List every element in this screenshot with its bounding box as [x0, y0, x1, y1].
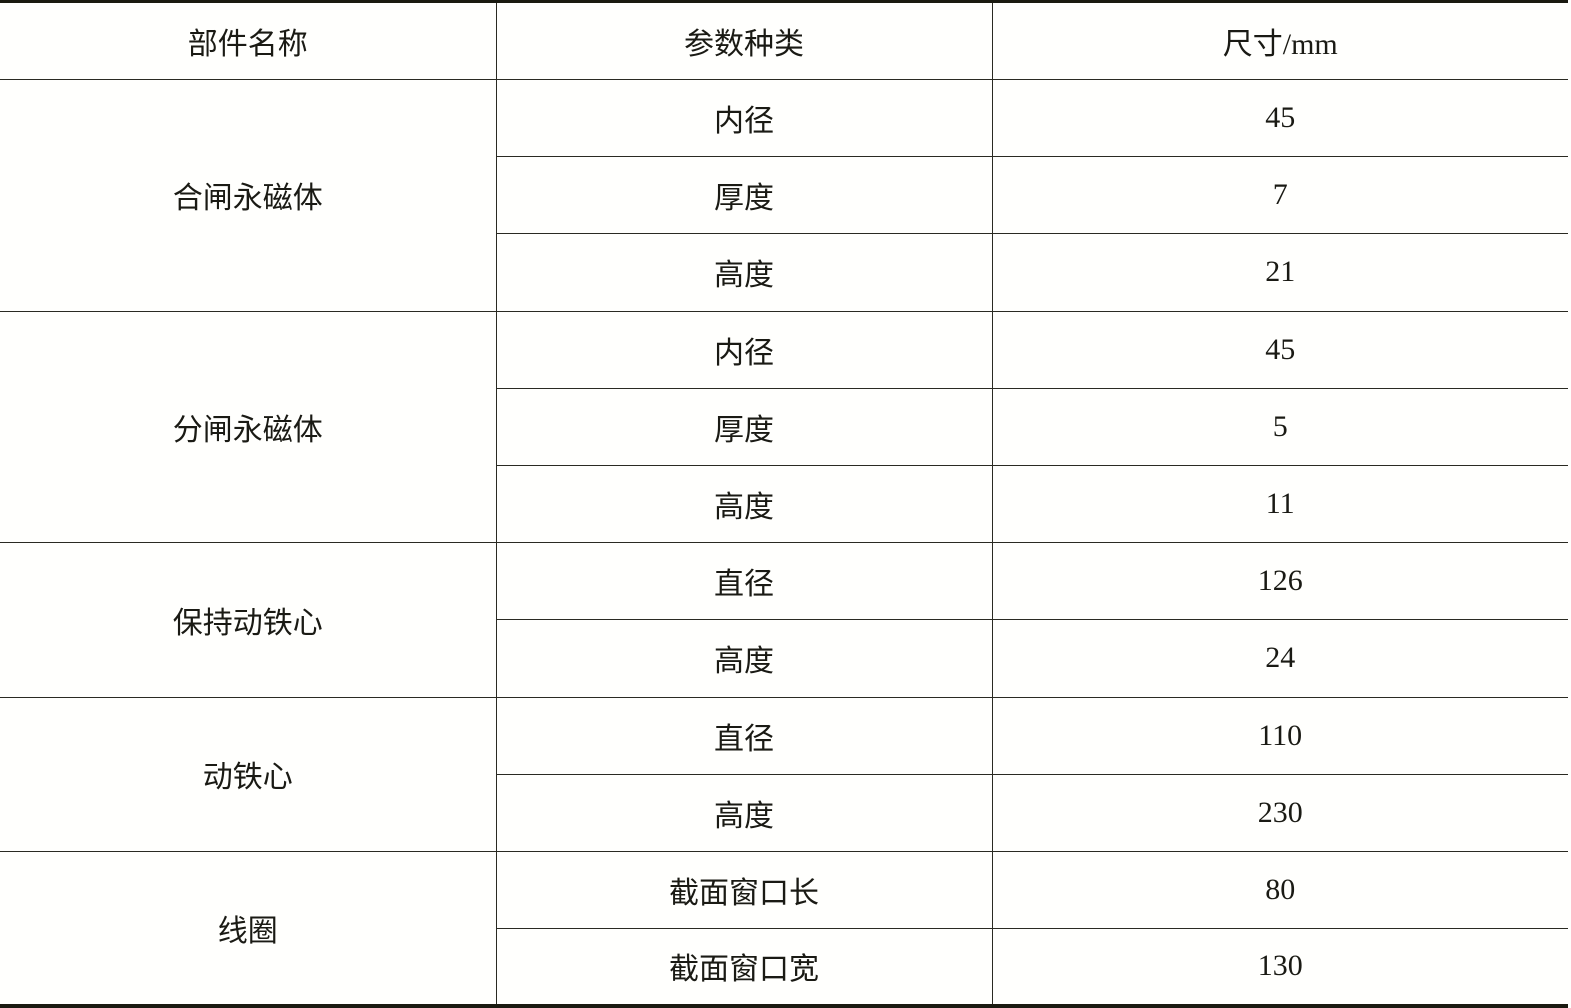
parameter-type-cell: 截面窗口宽 [496, 928, 993, 1008]
size-cell: 5 [991, 388, 1568, 466]
parameter-type-cell: 内径 [495, 79, 993, 158]
part-name-cell: 合闸永磁体 [0, 79, 497, 312]
header-row: 部件名称 参数种类 尺寸/mm [0, 0, 1568, 80]
parameter-type-cell: 厚度 [496, 156, 993, 235]
table-row: 高度 11 [0, 465, 1568, 544]
size-cell: 230 [991, 774, 1568, 852]
size-cell: 21 [991, 233, 1568, 312]
table-row: 合闸永磁体 内径 45 [0, 79, 1568, 312]
parameter-type-cell: 直径 [495, 542, 993, 621]
parameter-type-cell: 厚度 [496, 388, 993, 466]
table-row: 线圈 截面窗口长 80 [0, 851, 1568, 1008]
table-row: 高度 21 [0, 233, 1568, 312]
size-cell: 24 [991, 619, 1568, 698]
size-cell: 110 [991, 697, 1568, 775]
parameter-type-cell: 直径 [495, 697, 993, 775]
parameter-type-cell: 高度 [496, 465, 993, 544]
table-row: 截面窗口宽 130 [0, 928, 1568, 1008]
table-row: 动铁心 直径 110 [0, 697, 1568, 852]
part-name-cell: 保持动铁心 [0, 542, 497, 698]
table-row: 高度 24 [0, 619, 1568, 698]
header-parameter-type: 参数种类 [495, 0, 993, 80]
part-name-cell: 动铁心 [0, 697, 497, 852]
parameter-type-cell: 高度 [496, 233, 993, 312]
size-cell: 126 [991, 542, 1568, 621]
table-row: 高度 230 [0, 774, 1568, 852]
part-name-cell: 线圈 [0, 851, 497, 1008]
parameter-type-cell: 内径 [495, 311, 993, 389]
size-cell: 11 [991, 465, 1568, 544]
parameter-type-cell: 高度 [496, 619, 993, 698]
parameter-type-cell: 截面窗口长 [495, 851, 993, 930]
size-cell: 7 [991, 156, 1568, 235]
table-row: 厚度 5 [0, 388, 1568, 466]
size-cell: 45 [991, 79, 1568, 158]
table-row: 分闸永磁体 内径 45 [0, 311, 1568, 544]
size-cell: 45 [991, 311, 1568, 389]
header-part-name: 部件名称 [0, 0, 497, 80]
table-row: 保持动铁心 直径 126 [0, 542, 1568, 698]
parameter-type-cell: 高度 [496, 774, 993, 852]
size-cell: 130 [991, 928, 1568, 1008]
size-cell: 80 [991, 851, 1568, 930]
header-size: 尺寸/mm [991, 0, 1568, 80]
part-name-cell: 分闸永磁体 [0, 311, 497, 544]
table-row: 厚度 7 [0, 156, 1568, 235]
